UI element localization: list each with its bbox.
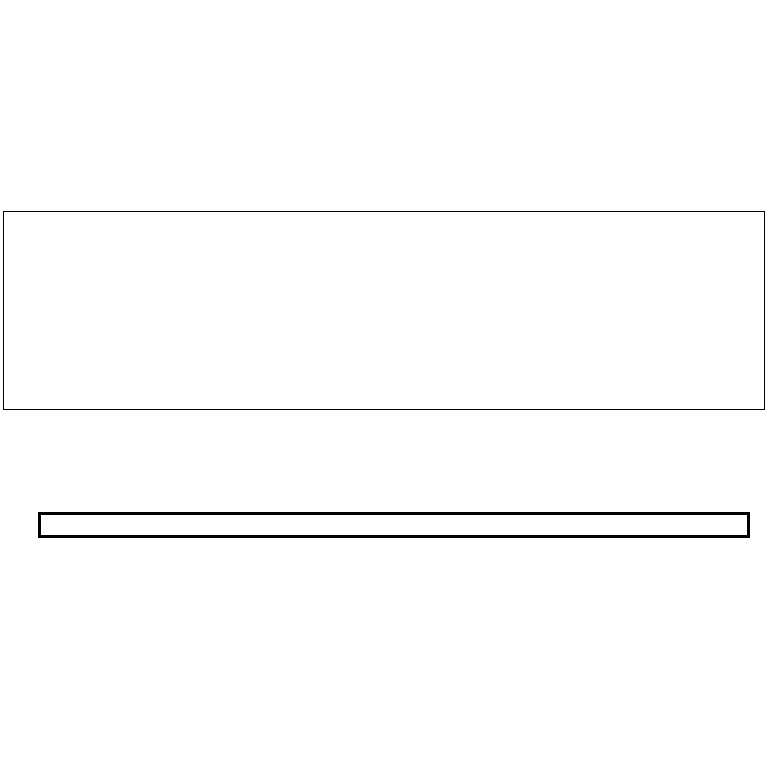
- colorbar: [38, 512, 750, 538]
- start-time-group: [358, 7, 367, 23]
- end-time-group: [401, 7, 410, 23]
- upper-release-height-group: [401, 30, 410, 46]
- sampling-time-line: [0, 7, 768, 23]
- colorbar-border: [38, 512, 750, 538]
- colorbar-tick-labels: [0, 539, 768, 559]
- header-block: [0, 0, 768, 53]
- maximum-value-line: [0, 592, 768, 609]
- release-height-line: [0, 30, 768, 46]
- map-field-canvas: [4, 212, 764, 409]
- emission-sensitivity-map: [3, 211, 765, 410]
- lower-release-height-group: [358, 30, 367, 46]
- colorbar-gradient: [41, 515, 747, 535]
